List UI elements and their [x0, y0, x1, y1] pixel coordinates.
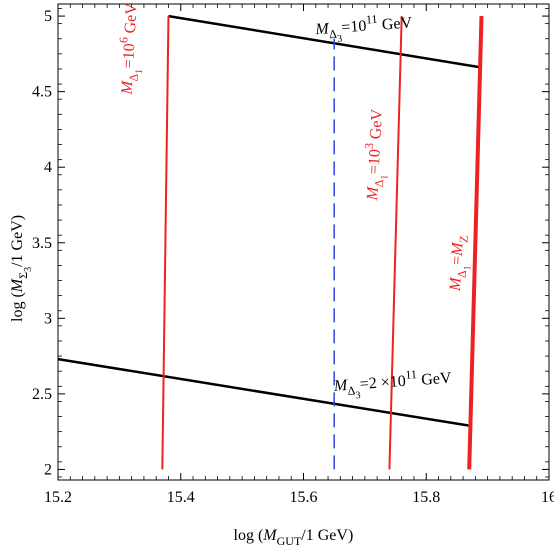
annotation-a3: MΔ1=106 GeV — [114, 2, 149, 96]
x-tick-label: 15.6 — [290, 489, 318, 506]
series-line-3 — [388, 16, 403, 470]
y-tick-label: 4 — [44, 159, 52, 176]
annotation-text: MΔ1=106 GeV — [114, 2, 149, 96]
y-axis-label: log (MΣ3/1 GeV) — [9, 215, 34, 322]
annotation-text: MΔ3=1011 GeV — [314, 9, 414, 46]
x-tick-label: 16 — [541, 489, 554, 506]
annotation-a4: MΔ1=103 GeV — [359, 108, 394, 202]
y-tick-label: 2.5 — [32, 386, 52, 403]
series-line-1 — [57, 357, 470, 427]
series-line-2 — [161, 16, 170, 470]
plot-lines — [57, 14, 484, 470]
x-axis-label: log (MGUT/1 GeV) — [234, 527, 354, 548]
y-tick-label: 3.5 — [32, 235, 52, 252]
annotation-text: MΔ1=MZ — [447, 235, 475, 293]
x-axis-label-text: log (MGUT/1 GeV) — [234, 527, 354, 548]
y-axis-label-text: log (MΣ3/1 GeV) — [9, 215, 34, 322]
axis-labels: log (MGUT/1 GeV) log (MΣ3/1 GeV) — [9, 215, 353, 548]
y-axis-ticks: 2 2.5 3 3.5 4 4.5 5 — [32, 8, 549, 478]
series-line-4 — [467, 16, 484, 470]
annotation-text: MΔ3=2 ×1011 GeV — [332, 365, 453, 403]
x-tick-label: 15.4 — [167, 489, 195, 506]
y-tick-label: 5 — [44, 8, 52, 25]
annotation-a2: MΔ3=2 ×1011 GeV — [332, 365, 453, 403]
y-tick-label: 3 — [44, 310, 52, 327]
series-line-0 — [168, 14, 482, 69]
annotation-a1: MΔ3=1011 GeV — [314, 9, 414, 46]
y-tick-label: 4.5 — [32, 84, 52, 101]
x-tick-label: 15.8 — [412, 489, 440, 506]
x-tick-label: 15.2 — [44, 489, 72, 506]
x-axis-ticks: 15.2 15.4 15.6 15.8 16 — [44, 4, 554, 506]
y-tick-label: 2 — [44, 461, 52, 478]
annotation-text: MΔ1=103 GeV — [359, 108, 394, 202]
annotation-a5: MΔ1=MZ — [447, 235, 475, 293]
annotations: MΔ3=1011 GeV MΔ3=2 ×1011 GeV MΔ1=106 GeV MΔ… — [114, 2, 475, 403]
